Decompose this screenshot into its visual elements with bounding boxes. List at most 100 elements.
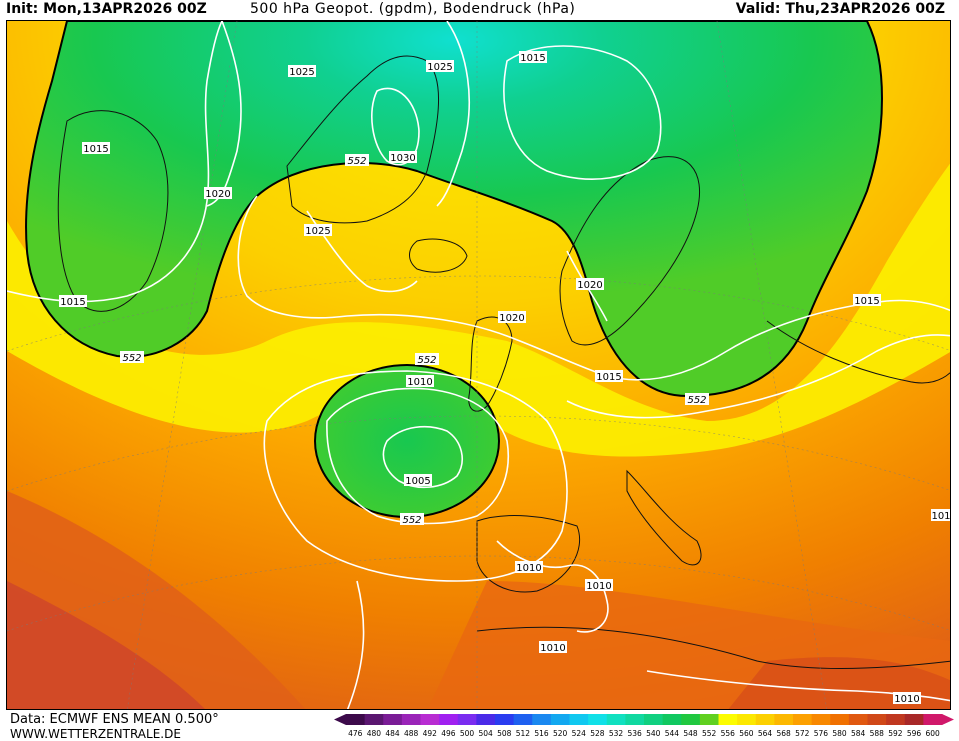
website-label: WWW.WETTERZENTRALE.DE [10, 727, 181, 741]
legend-swatch [606, 714, 626, 725]
iberia-outline [476, 515, 581, 593]
geopotential-label: 552 [122, 353, 141, 364]
pressure-label: 101 [931, 511, 950, 522]
legend-tick-label: 496 [441, 729, 456, 738]
legend-tick-label: 508 [497, 729, 512, 738]
weather-map: 552 552 552 552 552 1025 1025 1015 [6, 20, 951, 710]
isobar-1010-low [326, 387, 509, 525]
header: Init: Mon,13APR2026 00Z 500 hPa Geopot. … [0, 0, 959, 20]
legend-tick-label: 576 [814, 729, 829, 738]
legend-tick-label: 560 [739, 729, 754, 738]
legend-tick-label: 588 [870, 729, 885, 738]
legend-tick-label: 488 [404, 729, 419, 738]
pressure-label: 1020 [577, 280, 602, 291]
legend-swatch [718, 714, 738, 725]
legend-tick-label: 532 [609, 729, 624, 738]
isobar-1025-greenland [436, 21, 471, 207]
legend-swatch [420, 714, 440, 725]
north-africa-coast [476, 626, 950, 669]
pressure-label: 1015 [854, 296, 879, 307]
geopotential-label: 552 [402, 515, 421, 526]
pressure-label: 1025 [289, 67, 314, 78]
legend-swatch [495, 714, 515, 725]
legend-swatch [699, 714, 719, 725]
legend-tick-label: 504 [479, 729, 494, 738]
legend-swatch [457, 714, 477, 725]
legend-swatch [662, 714, 682, 725]
legend-tick-label: 492 [423, 729, 438, 738]
coastlines [57, 55, 950, 669]
legend-swatch [848, 714, 868, 725]
legend-arrow-left [334, 714, 346, 725]
isobar-1015-atlantic [346, 580, 365, 709]
scandinavia-outline [559, 156, 701, 346]
legend-swatch [364, 714, 384, 725]
geopotential-label: 552 [417, 355, 436, 366]
legend-swatch [346, 714, 366, 725]
legend-tick-label: 500 [460, 729, 475, 738]
legend-tick-label: 548 [683, 729, 698, 738]
legend-tick-label: 536 [628, 729, 643, 738]
pressure-label: 1015 [520, 53, 545, 64]
isobar-1020-south [237, 195, 950, 381]
legend-tick-label: 572 [795, 729, 810, 738]
legend-swatch [383, 714, 403, 725]
legend-swatch [532, 714, 552, 725]
legend-tick-label: 540 [646, 729, 661, 738]
legend-swatch [550, 714, 570, 725]
isobars [7, 21, 950, 709]
legend-swatch [644, 714, 664, 725]
legend-swatch [569, 714, 589, 725]
pressure-label: 1025 [305, 226, 330, 237]
legend-tick-label: 600 [926, 729, 941, 738]
geopotential-label: 552 [687, 395, 706, 406]
pressure-label: 1010 [540, 643, 565, 654]
pressure-label: 1010 [894, 694, 919, 705]
legend-swatch [737, 714, 757, 725]
iceland-outline [409, 238, 468, 273]
legend-swatch [681, 714, 701, 725]
east-europe-border [766, 320, 950, 384]
data-source-label: Data: ECMWF ENS MEAN 0.500° [10, 712, 219, 727]
pressure-label: 1010 [586, 581, 611, 592]
legend-swatch [811, 714, 831, 725]
legend-tick-label: 528 [590, 729, 605, 738]
legend-tick-label: 552 [702, 729, 717, 738]
map-canvas: 552 552 552 552 552 1025 1025 1015 [7, 21, 950, 709]
northern-trough-552 [25, 21, 883, 398]
pressure-label: 1015 [596, 372, 621, 383]
color-legend: 476 480 484 488 492 496 500 504 508 512 516 520 524 5… [334, 714, 954, 738]
legend-tick-label: 556 [721, 729, 736, 738]
legend-tick-label: 544 [665, 729, 680, 738]
italy-outline [626, 469, 702, 566]
legend-swatch [588, 714, 608, 725]
isobar-1015-low [263, 370, 568, 582]
isobar-1015-north [503, 45, 662, 180]
legend-swatch [513, 714, 533, 725]
legend-tick-label: 580 [832, 729, 847, 738]
pressure-labels: 1025 1025 1015 1030 1015 1020 1025 1015 … [59, 51, 950, 705]
valid-time-label: Valid: Thu,23APR2026 00Z [735, 1, 945, 17]
warm-sw-core [7, 581, 205, 709]
legend-swatch [625, 714, 645, 725]
legend-swatch [867, 714, 887, 725]
legend-swatch [923, 714, 943, 725]
ridge-yellow-band [7, 163, 950, 457]
isobar-1015-europe [566, 334, 950, 419]
legend-tick-label: 520 [553, 729, 568, 738]
pressure-label: 1015 [60, 297, 85, 308]
pressure-label: 1020 [499, 313, 524, 324]
legend-swatch [904, 714, 924, 725]
map-title: 500 hPa Geopot. (gpdm), Bodendruck (hPa) [250, 1, 576, 17]
init-time-label: Init: Mon,13APR2026 00Z [6, 1, 207, 17]
pressure-label: 1015 [83, 144, 108, 155]
legend-swatch [755, 714, 775, 725]
greenland-outline [286, 55, 439, 224]
geopotential-labels: 552 552 552 552 552 [120, 154, 709, 526]
legend-tick-label: 584 [851, 729, 866, 738]
legend-tick-label: 592 [888, 729, 903, 738]
geopotential-label: 552 [347, 156, 366, 167]
legend-tick-label: 596 [907, 729, 922, 738]
legend-tick-label: 476 [348, 729, 363, 738]
legend-swatch [401, 714, 421, 725]
